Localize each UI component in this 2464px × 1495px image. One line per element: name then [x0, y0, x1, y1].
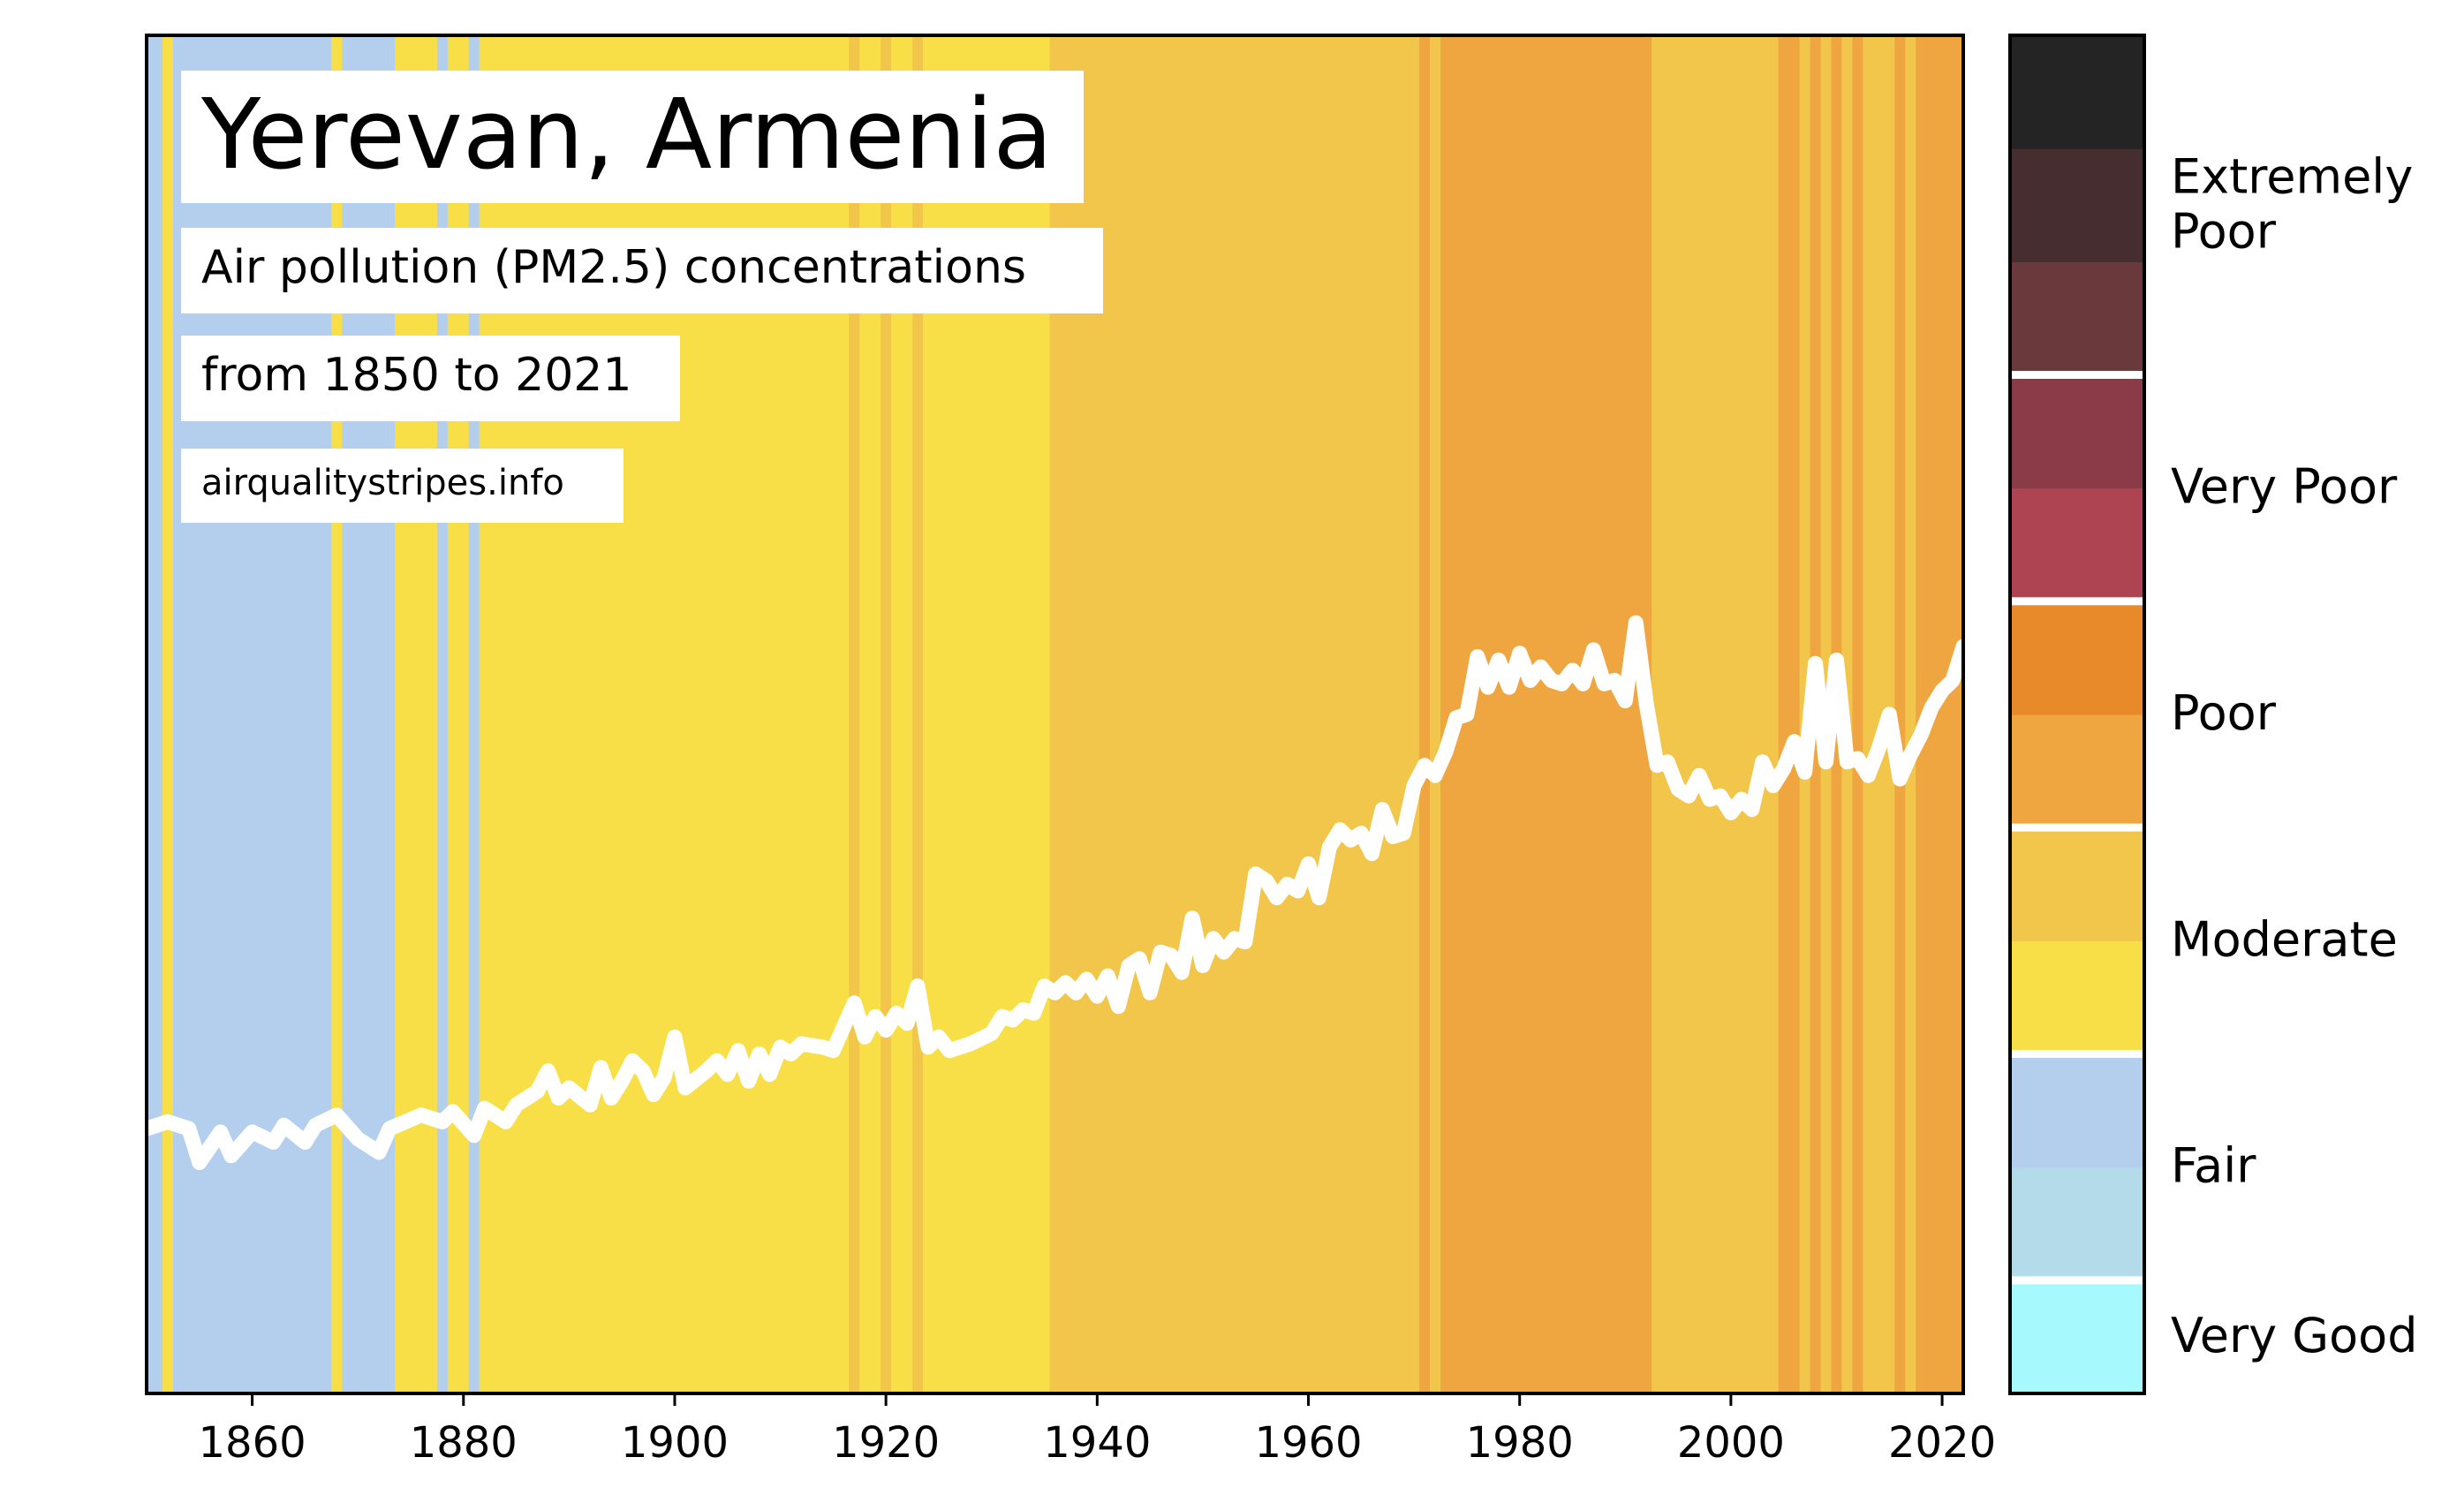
legend-swatch-1 — [2010, 1167, 2144, 1281]
chart-period: from 1850 to 2021 — [201, 349, 631, 402]
legend-label-0: Very Good — [2171, 1308, 2418, 1363]
chart-subtitle: Air pollution (PM2.5) concentrations — [201, 241, 1026, 294]
x-tick-label-1900: 1900 — [621, 1418, 729, 1468]
legend-swatch-11 — [2010, 35, 2144, 149]
legend-swatch-0 — [2010, 1280, 2144, 1394]
x-tick-label-1920: 1920 — [832, 1418, 940, 1468]
x-tick-label-1860: 1860 — [199, 1418, 306, 1468]
x-tick-label-1980: 1980 — [1466, 1418, 1574, 1468]
stripe-30 — [1905, 35, 1916, 1393]
stripe-14 — [912, 35, 924, 1393]
stripe-21 — [1778, 35, 1801, 1393]
stripe-27 — [1852, 35, 1863, 1393]
legend: Very Good Fair Moderate Poor Very Poor Extrem… — [2008, 34, 2418, 1395]
stripe-29 — [1894, 35, 1906, 1393]
stripe-10 — [849, 35, 860, 1393]
stripe-1 — [162, 35, 174, 1393]
title-box: Yerevan, Armenia — [181, 71, 1084, 203]
legend-swatch-5 — [2010, 714, 2144, 828]
stripe-16 — [1049, 35, 1420, 1393]
legend-swatch-3 — [2010, 940, 2144, 1055]
chart-title: Yerevan, Armenia — [200, 78, 1053, 191]
legend-swatch-2 — [2010, 1053, 2144, 1168]
x-tick-label-1960: 1960 — [1254, 1418, 1362, 1468]
legend-label-3: Poor — [2171, 685, 2277, 741]
series-group — [139, 615, 1971, 1170]
stripe-18 — [1430, 35, 1441, 1393]
legend-frame — [2008, 34, 2146, 1395]
stripe-17 — [1419, 35, 1431, 1393]
stripe-20 — [1651, 35, 1780, 1393]
x-tick-label-2000: 2000 — [1677, 1418, 1785, 1468]
legend-swatch-10 — [2010, 148, 2144, 262]
pm25-series-line — [139, 615, 1971, 1170]
legend-swatch-4 — [2010, 827, 2144, 941]
subtitle-box-bg — [181, 228, 1103, 313]
legend-label-5: Extremely Poor — [2171, 148, 2413, 259]
stripe-0 — [147, 35, 163, 1393]
source-box-bg — [181, 449, 624, 523]
period-box: from 1850 to 2021 — [181, 336, 680, 421]
title-box-bg — [181, 71, 1084, 203]
legend-swatch-9 — [2010, 261, 2144, 376]
x-tick-label-2020: 2020 — [1888, 1418, 1996, 1468]
x-tick-label-1880: 1880 — [410, 1418, 518, 1468]
legend-swatch-6 — [2010, 600, 2144, 715]
legend-swatch-8 — [2010, 374, 2144, 489]
legend-label-2: Moderate — [2171, 911, 2398, 967]
x-tick-label-1940: 1940 — [1043, 1418, 1151, 1468]
source-box: airqualitystripes.info — [181, 449, 624, 523]
stripe-12 — [881, 35, 892, 1393]
stripe-19 — [1440, 35, 1652, 1393]
plot-frame — [145, 34, 1965, 1395]
legend-label-1: Fair — [2171, 1138, 2256, 1194]
period-box-bg — [181, 336, 680, 421]
subtitle-box: Air pollution (PM2.5) concentrations — [181, 228, 1103, 313]
chart-source: airqualitystripes.info — [201, 463, 564, 503]
legend-label-4: Very Poor — [2171, 459, 2398, 515]
legend-swatch-7 — [2010, 487, 2144, 602]
x-axis: 1860 1880 1900 1920 1940 1960 1980 2000 2020 — [199, 1393, 1996, 1468]
